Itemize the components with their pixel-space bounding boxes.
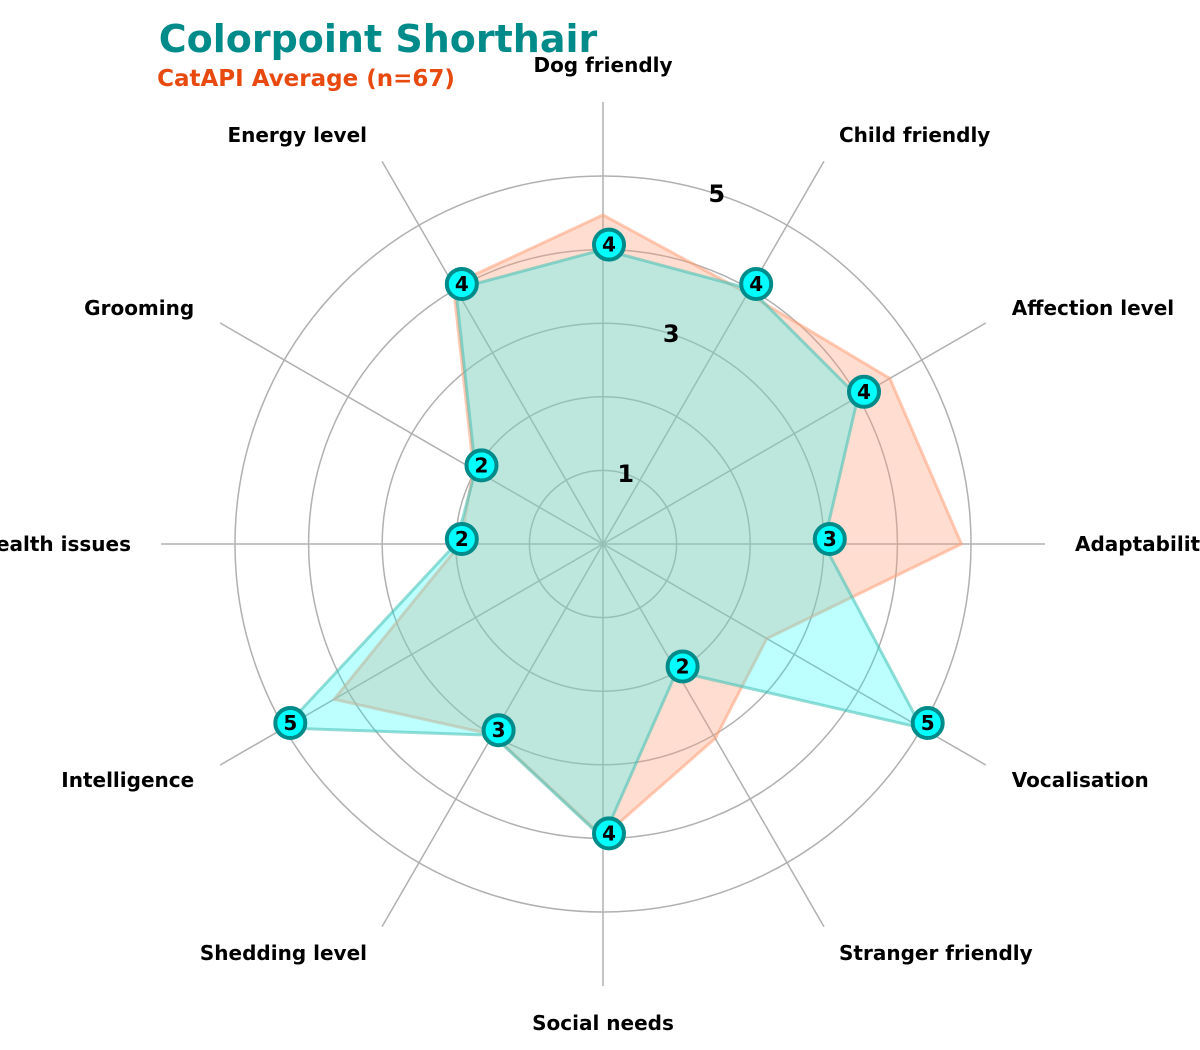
data-point: 3 [812,522,847,556]
axis-label-child-friendly: Child friendly [839,123,990,147]
data-point: 4 [847,374,881,409]
data-point-label: 3 [823,527,837,551]
data-point-marker [444,522,479,556]
data-point: 4 [444,267,479,301]
data-point: 4 [592,816,626,851]
data-point-marker [481,713,516,748]
axis-label-vocalisation: Vocalisation [1012,768,1149,792]
data-point-label: 5 [283,711,297,735]
axis-label-layer: Adaptability Affection level Child friendl… [0,53,1200,1035]
grid-spoke [602,543,825,928]
data-point-label: 4 [749,272,763,296]
data-point: 2 [444,522,479,556]
chart-title: Colorpoint Shorthair [159,17,598,61]
axis-label-dog-friendly: Dog friendly [533,53,672,77]
ring-label-1: 1 [617,460,634,488]
axis-label-shedding-level: Shedding level [200,941,367,965]
data-point-marker [739,267,774,301]
data-point-label: 2 [475,453,489,477]
axis-label-intelligence: Intelligence [61,768,194,792]
data-point-marker [592,227,626,262]
data-point: 5 [910,706,945,740]
axis-label-adaptability: Adaptability [1075,532,1200,556]
data-point-marker [592,816,626,851]
axis-label-stranger-friendly: Stranger friendly [839,941,1033,965]
axis-label-affection-level: Affection level [1012,296,1174,320]
data-point-marker [812,522,847,556]
data-point-label: 4 [857,380,871,404]
data-point: 4 [739,267,774,301]
data-point-marker [464,448,499,483]
data-point: 5 [273,706,308,740]
grid-spoke [381,160,604,545]
ring-label-layer: 1 3 5 [617,180,725,488]
axis-label-health-issues: Health issues [0,532,131,556]
data-point-marker [847,374,881,409]
data-point: 2 [464,448,499,483]
axis-label-energy-level: Energy level [227,123,367,147]
data-point: 4 [592,227,626,262]
data-point: 3 [481,713,516,748]
grid-spoke [602,160,825,545]
data-point-marker [665,649,700,684]
data-point: 2 [665,649,700,684]
data-point-marker [273,706,308,740]
marker-layer: 3 4 4 4 4 2 2 5 3 4 2 5 [273,227,945,851]
axis-label-grooming: Grooming [84,296,194,320]
ring-label-5: 5 [708,180,725,208]
data-point-label: 4 [455,272,469,296]
data-point-marker [444,267,479,301]
data-point-label: 5 [921,711,935,735]
data-point-label: 3 [492,718,506,742]
grid-spoke [602,322,987,545]
axis-label-social-needs: Social needs [532,1011,674,1035]
data-point-marker [910,706,945,740]
ring-label-3: 3 [663,320,680,348]
grid-spoke [219,322,604,545]
data-point-label: 4 [602,233,616,257]
data-point-label: 2 [676,655,690,679]
chart-subtitle: CatAPI Average (n=67) [157,66,455,92]
data-point-label: 2 [455,527,469,551]
data-point-label: 4 [602,821,616,845]
